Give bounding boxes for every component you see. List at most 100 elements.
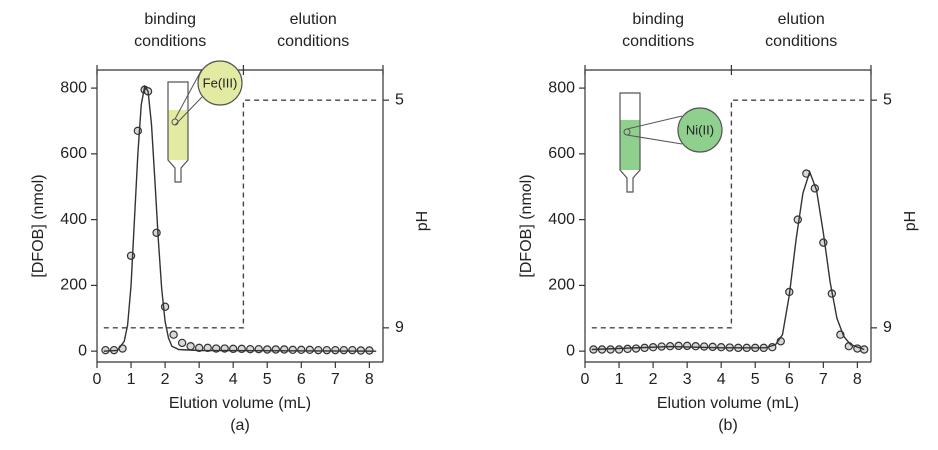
data-point <box>203 343 212 353</box>
data-point <box>682 341 692 351</box>
y-tick-label: 800 <box>60 79 87 96</box>
data-point <box>614 345 624 354</box>
data-point <box>133 126 143 136</box>
x-tick-label: 4 <box>229 371 238 388</box>
y-tick-label: 600 <box>548 145 575 162</box>
y2-axis-label: pH <box>414 211 431 231</box>
zoom-line <box>626 115 683 130</box>
column <box>619 92 641 193</box>
data-point <box>246 344 255 354</box>
x-axis-label: Elution volume (mL) <box>169 395 311 412</box>
data-point <box>177 338 187 348</box>
x-tick-label: 2 <box>161 371 170 388</box>
y-tick-label: 0 <box>566 342 575 359</box>
data-point <box>699 342 709 351</box>
phase-label: elution <box>778 11 825 28</box>
y-axis-label: [DFOB] (nmol) <box>518 174 535 277</box>
data-point <box>160 302 170 311</box>
data-point <box>297 345 306 355</box>
data-point <box>194 343 204 353</box>
data-point <box>844 342 854 351</box>
x-tick-label: 6 <box>785 371 794 388</box>
x-tick-label: 1 <box>615 371 624 388</box>
phase-label: binding <box>144 11 196 28</box>
data-point <box>126 251 136 260</box>
zoom-line <box>174 96 203 126</box>
fit-curve <box>591 169 865 351</box>
fit-curve <box>103 84 377 352</box>
data-point <box>322 345 332 355</box>
data-point <box>101 345 110 355</box>
phase-label: binding <box>632 11 684 28</box>
y2-tick-label: 5 <box>395 91 404 108</box>
y2-tick-label: 9 <box>395 319 404 336</box>
x-tick-label: 1 <box>127 371 136 388</box>
data-point <box>237 344 246 354</box>
y-tick-label: 600 <box>60 145 87 162</box>
y-tick-label: 200 <box>548 277 575 294</box>
y-tick-label: 800 <box>548 79 575 96</box>
zoom-line <box>626 134 683 145</box>
column <box>167 81 189 183</box>
x-tick-label: 0 <box>93 371 102 388</box>
phase-label: conditions <box>277 33 349 50</box>
x-tick-label: 6 <box>297 371 306 388</box>
zoom-line <box>174 68 203 120</box>
ph-line <box>591 99 865 329</box>
data-point <box>280 345 289 354</box>
zoom-circle <box>677 107 723 153</box>
y-tick-label: 0 <box>78 342 87 359</box>
data-point <box>169 330 178 339</box>
phase-label: conditions <box>622 33 694 50</box>
x-axis-label: Elution volume (mL) <box>657 395 799 412</box>
ph-line <box>103 99 377 329</box>
data-point <box>305 345 314 355</box>
data-point <box>339 345 349 355</box>
data-point <box>708 342 717 352</box>
data-point <box>152 228 161 237</box>
data-point <box>288 345 297 355</box>
data-point <box>263 345 272 354</box>
data-point <box>228 344 238 354</box>
y-axis-label: [DFOB] (nmol) <box>30 174 47 277</box>
data-point <box>186 342 195 351</box>
data-point <box>674 341 683 351</box>
column-fill <box>168 110 188 160</box>
x-tick-label: 3 <box>195 371 204 388</box>
data-point <box>691 342 700 351</box>
phase-label: elution <box>290 11 337 28</box>
x-tick-label: 0 <box>581 371 590 388</box>
data-point <box>348 345 357 355</box>
y2-axis-label: pH <box>902 211 919 231</box>
metal-label: Fe(III) <box>203 75 238 90</box>
y2-tick-label: 5 <box>883 91 892 108</box>
y-tick-label: 400 <box>548 211 575 228</box>
phase-label: conditions <box>765 33 837 50</box>
data-point <box>859 345 869 354</box>
data-point <box>331 345 340 355</box>
y-tick-label: 200 <box>60 277 87 294</box>
data-point <box>793 215 802 224</box>
x-tick-label: 8 <box>365 371 374 388</box>
x-tick-label: 7 <box>331 371 340 388</box>
panel-label: (b) <box>718 417 738 434</box>
x-tick-label: 5 <box>751 371 760 388</box>
data-point <box>254 344 263 354</box>
x-tick-label: 2 <box>649 371 658 388</box>
y2-tick-label: 9 <box>883 319 892 336</box>
column-fill <box>620 120 640 170</box>
x-tick-label: 4 <box>717 371 726 388</box>
y-tick-label: 400 <box>60 211 87 228</box>
x-tick-label: 3 <box>683 371 692 388</box>
panel-label: (a) <box>230 417 250 434</box>
x-tick-label: 7 <box>819 371 828 388</box>
data-point <box>819 238 828 247</box>
phase-label: conditions <box>134 33 206 50</box>
zoom-circle <box>197 60 243 106</box>
data-point <box>271 345 280 354</box>
x-tick-label: 5 <box>263 371 272 388</box>
metal-label: Ni(II) <box>686 122 714 137</box>
x-tick-label: 8 <box>853 371 862 388</box>
data-point <box>314 345 323 355</box>
